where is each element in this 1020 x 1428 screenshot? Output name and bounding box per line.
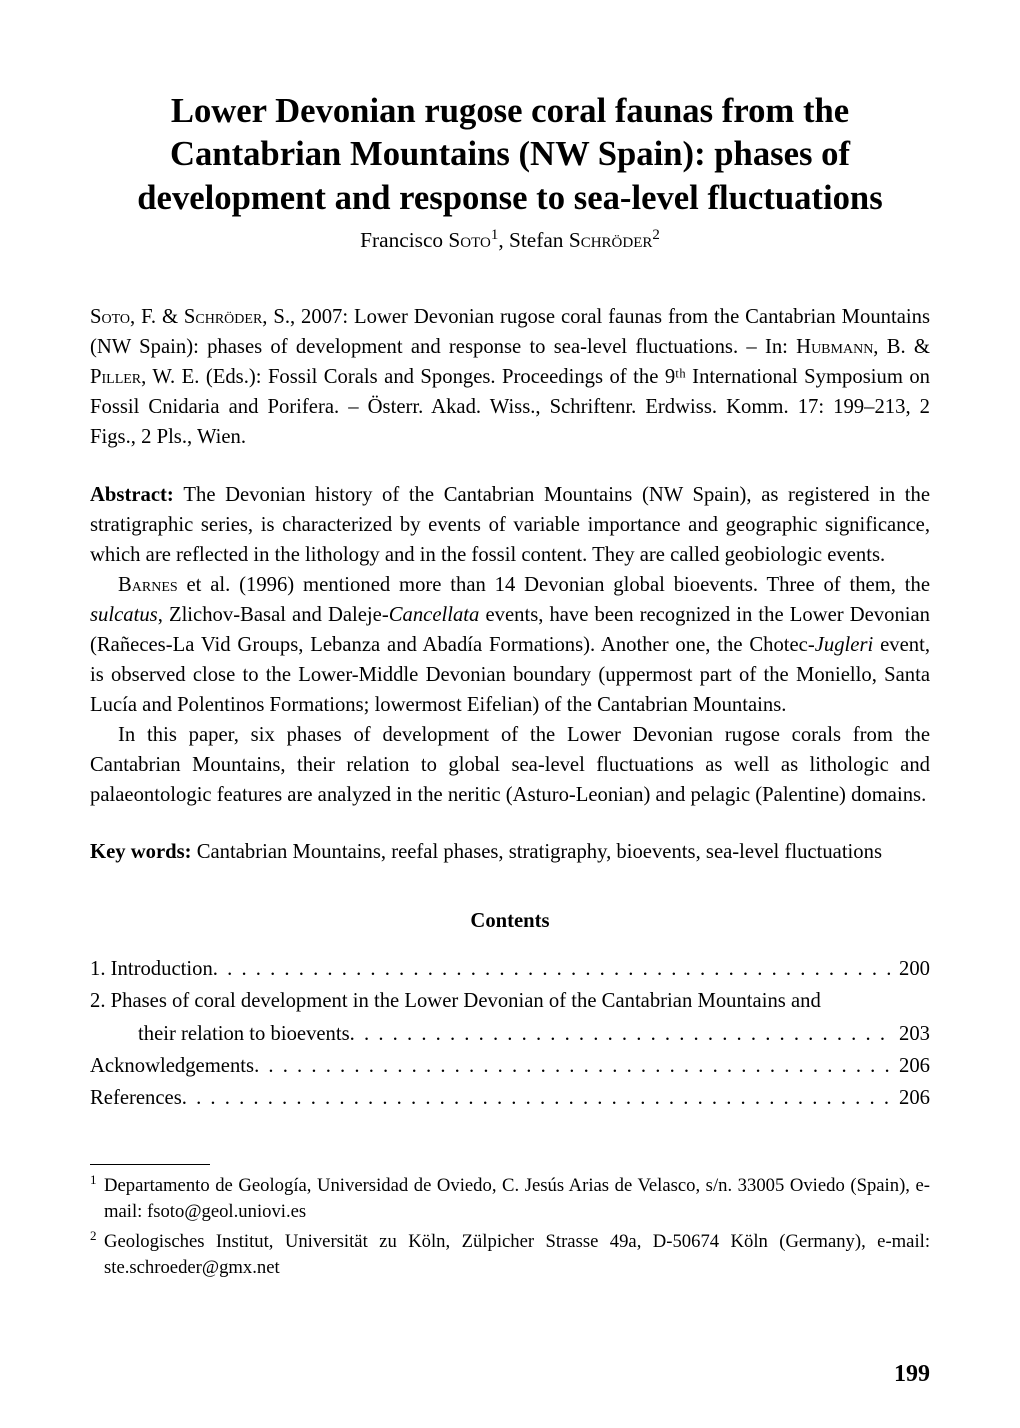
abstract-p2-after-lead: et al. (1996) mentioned more than 14 Dev… (178, 574, 930, 596)
citation-tail: (Eds.): Fossil Corals and Sponges. Proce… (90, 366, 930, 448)
abstract-p1-text: The Devonian history of the Cantabrian M… (90, 484, 930, 566)
toc-label: 1. Introduction (90, 953, 213, 985)
toc-dots (254, 1050, 895, 1082)
footnote-marker-sup: 1 (90, 1171, 97, 1186)
footnotes-block: 1 Departamento de Geología, Universidad … (90, 1173, 930, 1282)
abstract-para-1: Abstract: The Devonian history of the Ca… (90, 481, 930, 571)
abstract-para-2: Barnes et al. (1996) mentioned more than… (90, 571, 930, 721)
toc-label: 2. Phases of coral development in the Lo… (90, 985, 821, 1017)
keywords-block: Key words: Cantabrian Mountains, reefal … (90, 838, 930, 868)
toc-page: 206 (895, 1050, 930, 1082)
toc-label: References (90, 1082, 182, 1114)
toc-dots (213, 953, 895, 985)
abstract-p2-italic2: Cancellata (389, 604, 480, 626)
toc-line: 1. Introduction 200 (90, 953, 930, 985)
footnote-marker: 1 (90, 1173, 104, 1225)
author2-surname: Schröder (569, 228, 653, 252)
toc-block: 1. Introduction 200 2. Phases of coral d… (90, 953, 930, 1113)
footnote-marker-sup: 2 (90, 1228, 97, 1243)
author2-given: Stefan (509, 228, 564, 252)
abstract-block: Abstract: The Devonian history of the Ca… (90, 481, 930, 811)
footnote-text: Geologisches Institut, Universität zu Kö… (104, 1229, 930, 1281)
abstract-p2-italic3: Jugleri (815, 634, 874, 656)
abstract-label: Abstract: (90, 484, 183, 506)
toc-dots (182, 1082, 895, 1114)
toc-dots (350, 1018, 895, 1050)
page-number: 199 (894, 1361, 930, 1388)
toc-page: 200 (895, 953, 930, 985)
footnote-rule (90, 1164, 210, 1165)
toc-line: 2. Phases of coral development in the Lo… (90, 985, 930, 1017)
toc-line: References 206 (90, 1082, 930, 1114)
footnote: 1 Departamento de Geología, Universidad … (90, 1173, 930, 1225)
keywords-text: Cantabrian Mountains, reefal phases, str… (197, 841, 882, 863)
toc-line: their relation to bioevents 203 (90, 1018, 930, 1050)
toc-label: Acknowledgements (90, 1050, 254, 1082)
keywords-label: Key words: (90, 841, 197, 863)
abstract-para-3: In this paper, six phases of development… (90, 721, 930, 811)
abstract-p2-mid1: , Zlichov-Basal and Daleje- (158, 604, 389, 626)
abstract-p2-smallcaps: Barnes (118, 574, 178, 596)
footnote: 2 Geologisches Institut, Universität zu … (90, 1229, 930, 1281)
footnote-marker: 2 (90, 1229, 104, 1281)
footnote-text: Departamento de Geología, Universidad de… (104, 1173, 930, 1225)
paper-title: Lower Devonian rugose coral faunas from … (90, 90, 930, 220)
author1-given: Francisco (360, 228, 443, 252)
author-separator: , (498, 228, 509, 252)
citation-lead-authors: Soto, F. & Schröder, S., 2007: (90, 306, 354, 328)
author2-sup: 2 (652, 227, 659, 243)
citation-block: Soto, F. & Schröder, S., 2007: Lower Dev… (90, 303, 930, 453)
author1-surname: Soto (448, 228, 490, 252)
authors-line: Francisco Soto1, Stefan Schröder2 (90, 228, 930, 253)
toc-page: 206 (895, 1082, 930, 1114)
contents-heading: Contents (90, 910, 930, 933)
abstract-p2-italic1: sulcatus (90, 604, 158, 626)
toc-label: their relation to bioevents (138, 1018, 350, 1050)
toc-line: Acknowledgements 206 (90, 1050, 930, 1082)
toc-page: 203 (895, 1018, 930, 1050)
